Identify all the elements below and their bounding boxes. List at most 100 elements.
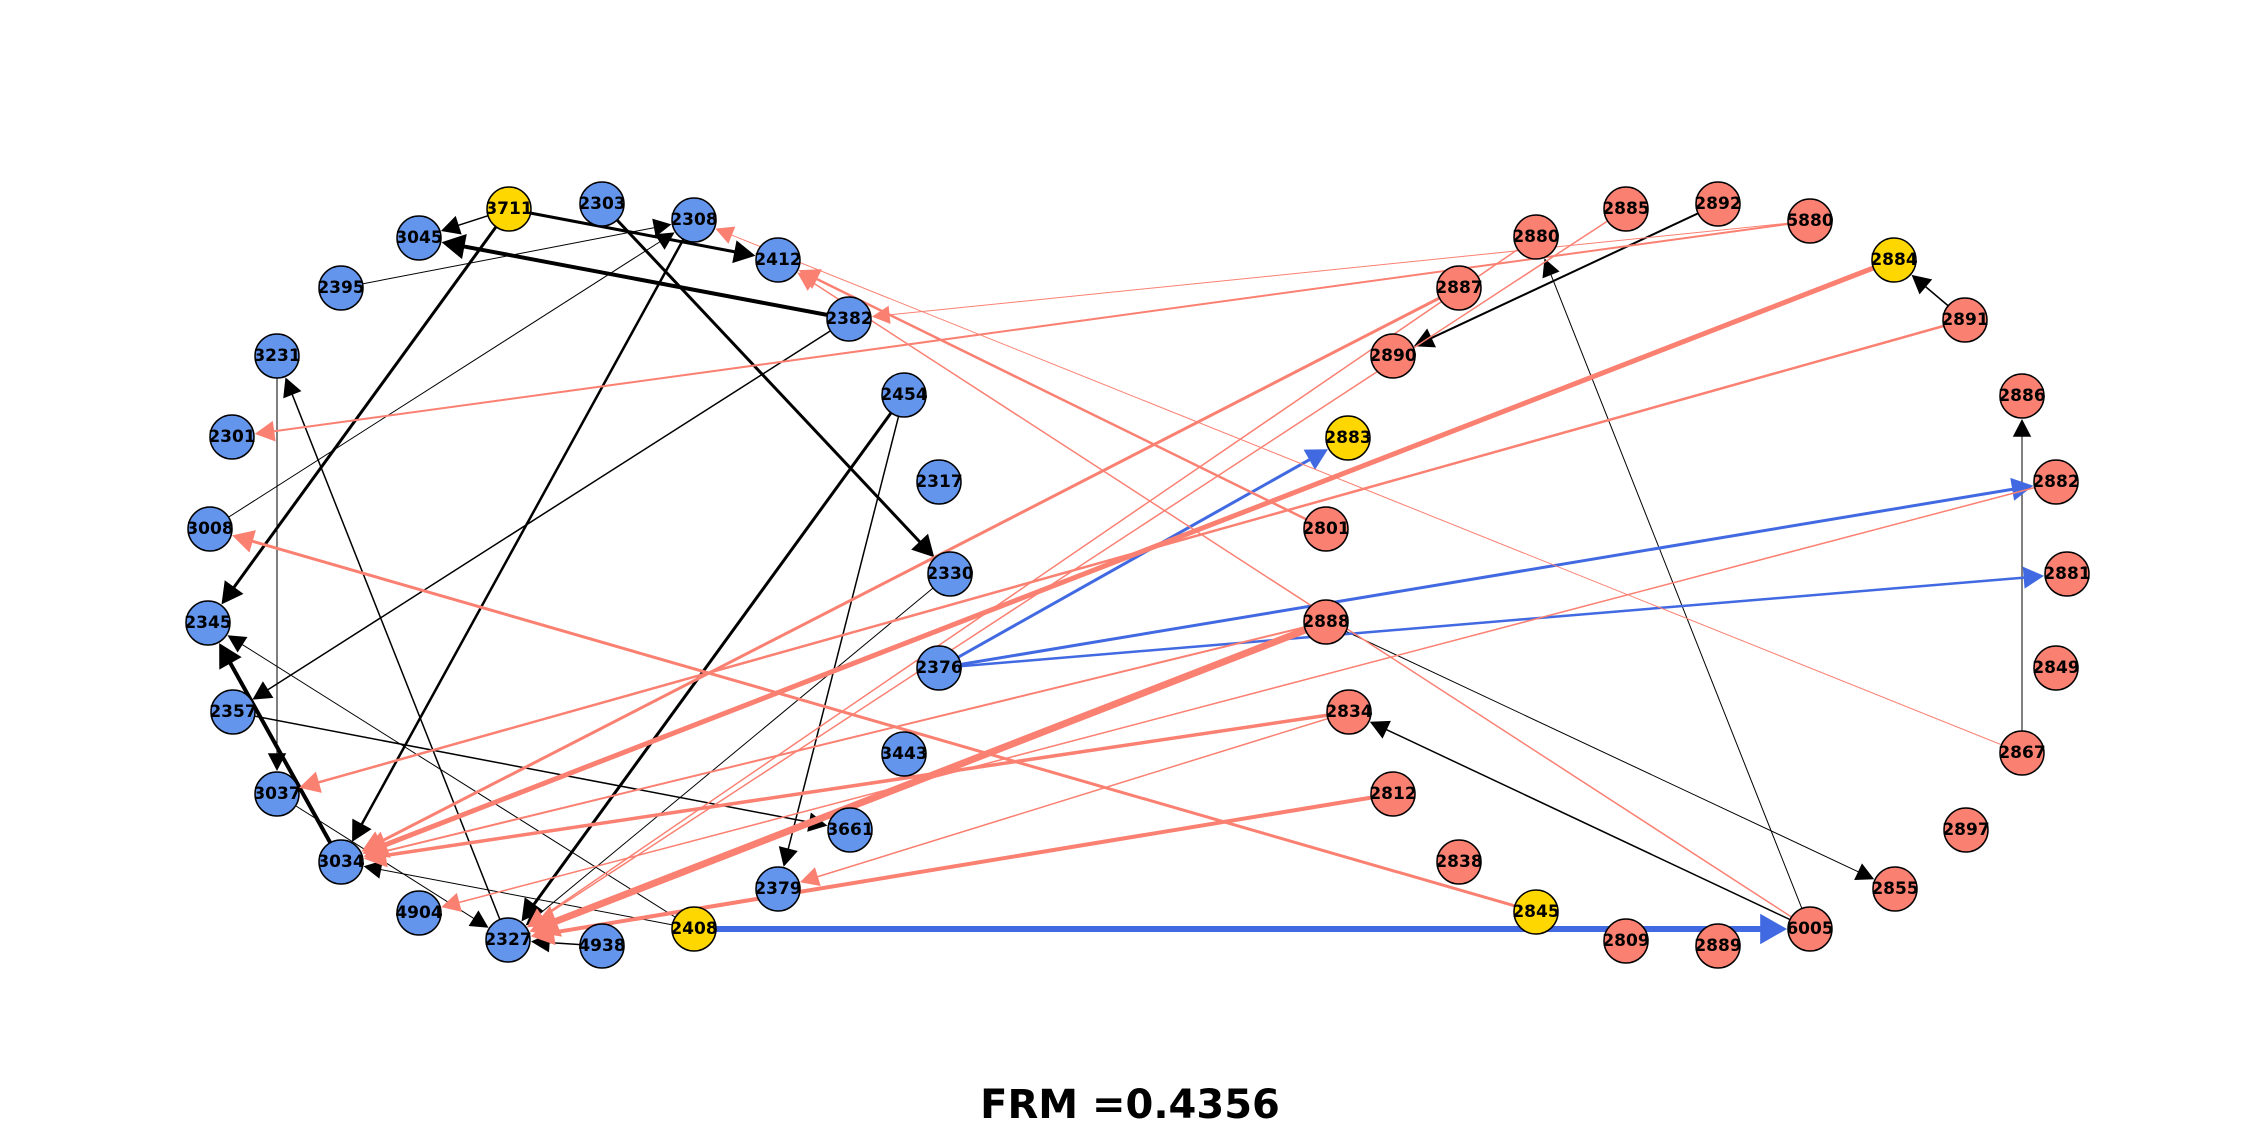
node-label: 2855	[1871, 879, 1918, 899]
edge-2308-to-3034	[352, 219, 696, 842]
node-circle	[579, 181, 625, 227]
node-label: 4938	[578, 936, 625, 956]
node-circle	[210, 689, 256, 735]
node-2883: 2883	[1324, 415, 1372, 461]
arrow-head-icon	[871, 305, 891, 325]
edge-2376-to-2882	[938, 477, 2034, 670]
node-2317: 2317	[915, 459, 963, 505]
node-circle	[1603, 186, 1649, 232]
node-label: 2897	[1942, 820, 1989, 840]
node-label: 2882	[2032, 472, 2079, 492]
node-3711: 3711	[485, 186, 533, 232]
arrow-head-icon	[1854, 863, 1875, 880]
node-2897: 2897	[1942, 807, 1990, 853]
node-label: 2880	[1512, 227, 1559, 247]
node-label: 2890	[1369, 346, 1416, 366]
node-circle	[927, 551, 973, 597]
edge-2382-to-2357	[252, 318, 850, 700]
edge-2408-to-2345	[227, 635, 695, 930]
node-circle	[1695, 181, 1741, 227]
node-2890: 2890	[1369, 333, 1417, 379]
edge-line	[250, 539, 1537, 914]
arrow-head-icon	[1303, 449, 1328, 470]
edge-line	[938, 487, 2015, 670]
node-2884: 2884	[1870, 237, 1918, 283]
node-3045: 3045	[395, 215, 443, 261]
arrow-head-icon	[441, 892, 462, 912]
node-label: 3008	[186, 519, 233, 539]
node-circle	[2033, 459, 2079, 505]
edge-line	[340, 226, 656, 289]
node-circle	[916, 645, 962, 691]
node-label: 6005	[1786, 919, 1833, 939]
edge-line	[462, 244, 850, 321]
arrow-head-icon	[227, 635, 248, 653]
arrow-head-icon	[232, 530, 256, 553]
node-circle	[1325, 415, 1371, 461]
edge-2395-to-2308	[340, 218, 672, 289]
arrow-head-icon	[654, 232, 675, 250]
arrow-head-icon	[352, 818, 372, 842]
node-label: 2395	[317, 278, 364, 298]
edge-2376-to-2881	[938, 566, 2045, 670]
edge-line	[380, 621, 1327, 854]
edge-3711-to-2345	[221, 208, 511, 605]
arrow-head-icon	[1911, 274, 1933, 295]
node-label: 4904	[395, 903, 442, 923]
edge-6005-to-2412	[797, 272, 1811, 930]
node-circle	[318, 265, 364, 311]
edges-layer	[209, 202, 2057, 953]
arrow-head-icon	[221, 580, 244, 605]
edge-2892-to-2890	[1413, 203, 1719, 348]
edge-2845-to-3008	[232, 530, 1537, 914]
node-2882: 2882	[2032, 459, 2080, 505]
node-2834: 2834	[1325, 689, 1373, 735]
node-label: 3037	[253, 784, 300, 804]
arrow-head-icon	[219, 643, 242, 670]
node-circle	[318, 839, 364, 885]
node-2357: 2357	[209, 689, 257, 735]
node-circle	[1370, 333, 1416, 379]
node-circle	[2044, 551, 2090, 597]
node-2395: 2395	[317, 265, 365, 311]
node-label: 2379	[754, 879, 801, 899]
edge-2882-to-4904	[441, 481, 2057, 912]
edge-6005-to-2880	[1542, 258, 1811, 930]
node-5880: 5880	[1786, 198, 1834, 244]
edge-line	[787, 394, 905, 851]
arrow-head-icon	[2010, 477, 2034, 501]
arrow-head-icon	[732, 240, 756, 264]
node-3037: 3037	[253, 771, 301, 817]
node-2889: 2889	[1694, 923, 1742, 969]
arrow-head-icon	[911, 533, 935, 558]
node-2855: 2855	[1871, 866, 1919, 912]
node-2809: 2809	[1602, 918, 1650, 964]
node-2849: 2849	[2032, 645, 2080, 691]
node-2412: 2412	[754, 237, 802, 283]
edge-line	[209, 240, 662, 530]
edge-line	[316, 318, 1966, 784]
node-circle	[1871, 237, 1917, 283]
arrow-head-icon	[2012, 419, 2032, 437]
node-circle	[827, 807, 873, 853]
node-label: 2812	[1369, 784, 1416, 804]
node-4904: 4904	[395, 890, 443, 936]
edge-line	[815, 711, 1350, 878]
arrow-head-icon	[283, 377, 302, 399]
node-circle	[1942, 297, 1988, 343]
node-2801: 2801	[1302, 506, 1350, 552]
node-2885: 2885	[1602, 186, 1650, 232]
edge-2834-to-2379	[799, 711, 1350, 887]
edge-2867-to-2308	[715, 226, 2023, 754]
node-label: 2834	[1325, 702, 1372, 722]
node-2379: 2379	[754, 866, 802, 912]
node-circle	[826, 296, 872, 342]
edge-line	[1549, 272, 1811, 930]
metric-caption: FRM =0.4356	[0, 1082, 2260, 1128]
node-circle	[1787, 906, 1833, 952]
node-circle	[485, 917, 531, 963]
edge-line	[1325, 621, 1861, 873]
edge-line	[531, 394, 906, 907]
node-circle	[254, 771, 300, 817]
